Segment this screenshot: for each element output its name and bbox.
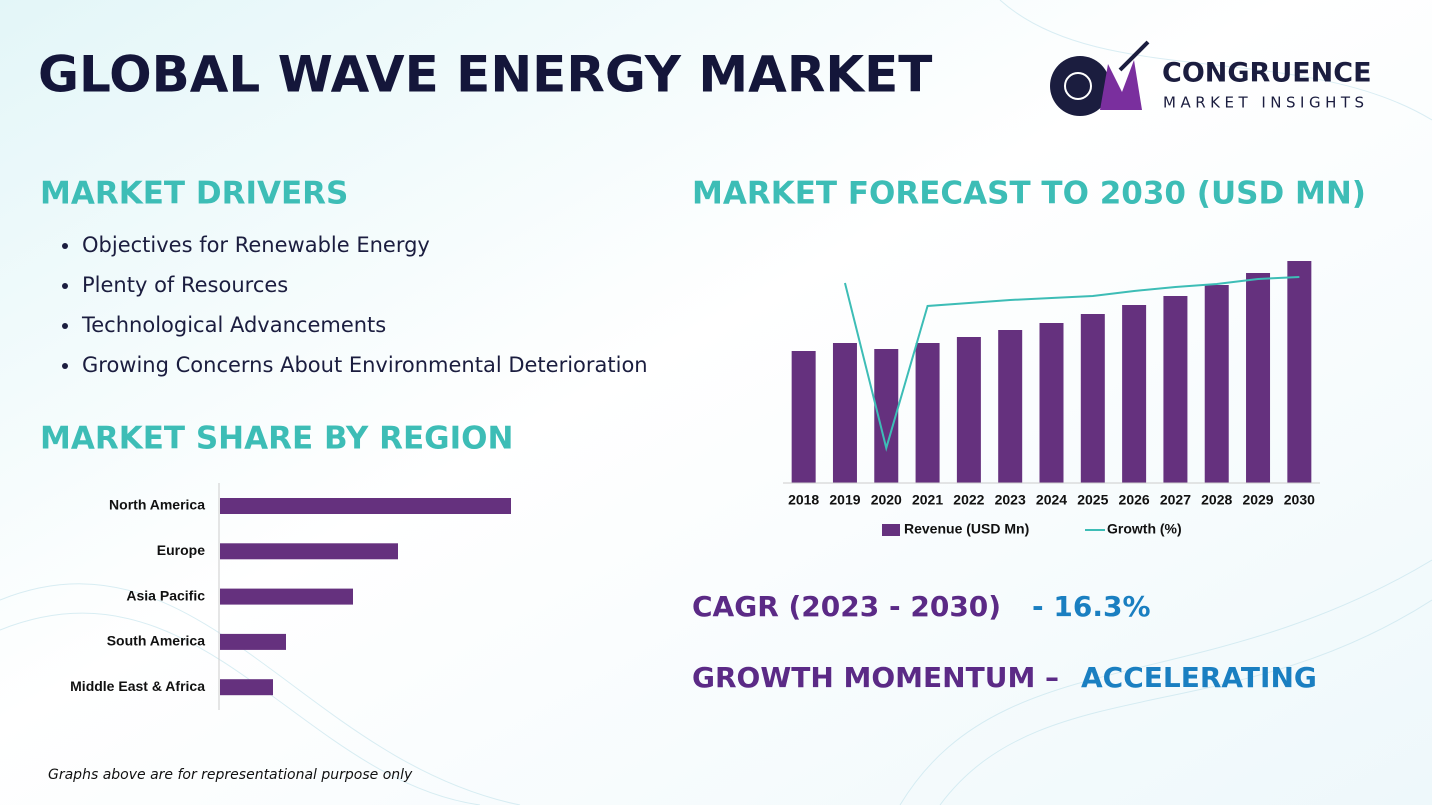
logo-name: CONGRUENCE (1162, 58, 1372, 89)
x-tick-label: 2022 (953, 492, 984, 508)
bullet (62, 243, 68, 249)
growth-line (843, 276, 1300, 452)
region-bar (220, 679, 273, 696)
x-tick-label: 2021 (912, 492, 943, 508)
logo-arrow (1118, 40, 1150, 72)
revenue-bar (791, 351, 816, 483)
revenue-bar (998, 330, 1023, 483)
logo-tagline: MARKET INSIGHTS (1163, 94, 1369, 112)
momentum-label: GROWTH MOMENTUM – (692, 661, 1059, 694)
y-tick-label: Europe (157, 542, 205, 558)
legend-label: Growth (%) (1107, 521, 1182, 537)
drivers-heading: MARKET DRIVERS (40, 176, 348, 212)
revenue-bar (1039, 323, 1064, 483)
driver-item: Growing Concerns About Environmental Det… (82, 353, 648, 377)
x-tick-label: 2026 (1119, 492, 1150, 508)
cagr-label: CAGR (2023 - 2030) (692, 590, 1001, 623)
y-tick-label: Middle East & Africa (70, 678, 205, 694)
x-tick-label: 2030 (1284, 492, 1315, 508)
region-bar (220, 498, 511, 514)
legend-label: Revenue (USD Mn) (904, 521, 1029, 537)
x-tick-label: 2025 (1077, 492, 1108, 508)
logo: CONGRUENCE MARKET INSIGHTS (1050, 40, 1372, 116)
logo-m (1100, 60, 1142, 110)
x-tick-label: 2028 (1201, 492, 1232, 508)
title: GLOBAL WAVE ENERGY MARKET (38, 46, 932, 104)
footnote: Graphs above are for representational pu… (48, 767, 413, 783)
region-bar (220, 633, 286, 650)
y-tick-label: South America (107, 633, 205, 649)
driver-item: Plenty of Resources (82, 273, 288, 297)
cagr-value: - 16.3% (1032, 590, 1151, 623)
revenue-bar (1122, 305, 1147, 483)
logo-globe (1064, 72, 1092, 100)
forecast-heading: MARKET FORECAST TO 2030 (USD MN) (692, 176, 1366, 212)
revenue-bar (915, 343, 940, 483)
x-tick-label: 2024 (1036, 492, 1067, 508)
bullet (62, 363, 68, 369)
legend-swatch (882, 524, 900, 536)
revenue-bar (956, 337, 981, 483)
revenue-bar (832, 343, 857, 483)
revenue-bar (1163, 296, 1188, 483)
x-tick-label: 2019 (829, 492, 860, 508)
driver-item: Objectives for Renewable Energy (82, 233, 430, 257)
y-tick-label: Asia Pacific (126, 587, 205, 603)
drivers-list: Objectives for Renewable Energy Plenty of… (62, 233, 648, 377)
revenue-bar (1080, 314, 1105, 483)
region-heading: MARKET SHARE BY REGION (40, 421, 513, 457)
bullet (62, 283, 68, 289)
momentum-value: ACCELERATING (1081, 661, 1317, 694)
x-tick-label: 2020 (871, 492, 902, 508)
logo-circle (1050, 56, 1110, 116)
region-bar (220, 543, 398, 560)
revenue-bar (1287, 261, 1312, 483)
revenue-bar (1204, 285, 1229, 483)
driver-item: Technological Advancements (81, 313, 386, 337)
charts: 2018 2019 2020 2021 2022 2023 2024 2025 2026 2027… (70, 261, 1320, 710)
x-tick-label: 2027 (1160, 492, 1191, 508)
region-bar (220, 588, 353, 605)
revenue-bar (1246, 273, 1271, 483)
x-tick-label: 2023 (995, 492, 1026, 508)
bullet (62, 323, 68, 329)
x-tick-label: 2029 (1242, 492, 1273, 508)
x-tick-label: 2018 (788, 492, 819, 508)
y-tick-label: North America (109, 497, 205, 513)
